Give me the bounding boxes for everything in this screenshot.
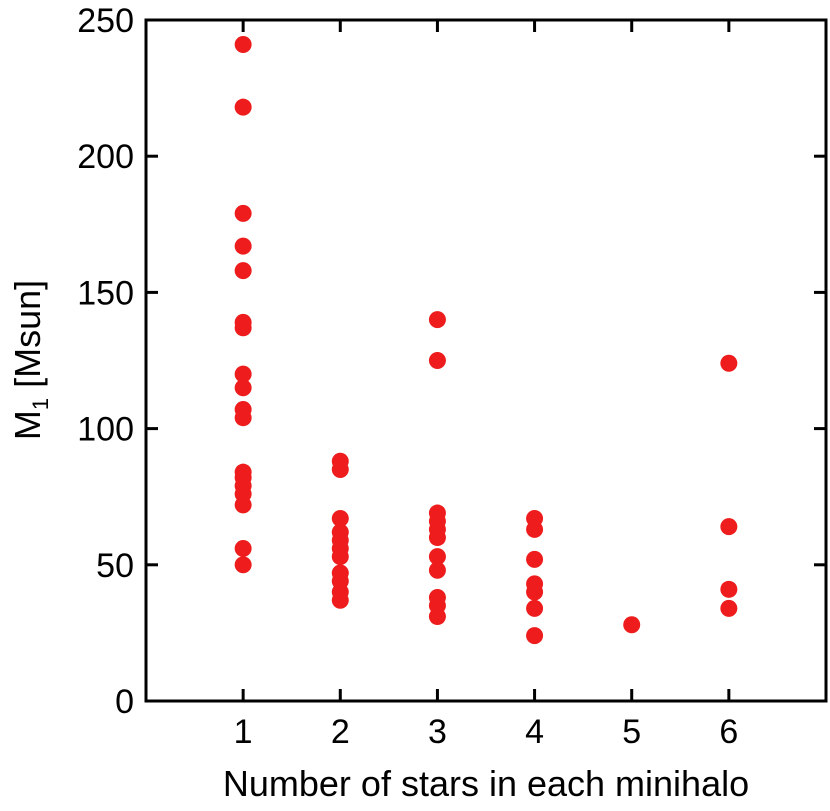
x-axis-ticks: 1 2 3 4 5 6 <box>234 20 738 751</box>
data-point <box>234 409 252 427</box>
data-point <box>526 599 544 617</box>
y-axis-label: M1 [Msun] <box>7 280 53 440</box>
data-point <box>331 591 349 609</box>
data-point <box>331 460 349 478</box>
x-axis-label: Number of stars in each minihalo <box>223 763 749 804</box>
data-point <box>234 36 252 54</box>
data-point <box>331 509 349 527</box>
data-point <box>234 379 252 397</box>
x-tick-label: 3 <box>428 713 447 751</box>
data-point <box>428 561 446 579</box>
x-tick-label: 4 <box>525 713 544 751</box>
y-tick-label: 150 <box>77 274 134 312</box>
data-point <box>234 365 252 383</box>
y-tick-label: 50 <box>96 547 134 585</box>
y-tick-label: 100 <box>77 411 134 449</box>
data-point <box>428 529 446 547</box>
data-point <box>234 98 252 116</box>
y-axis-ticks: 0 50 100 150 200 250 <box>77 2 826 721</box>
data-point <box>428 608 446 626</box>
data-point <box>623 616 641 634</box>
data-point <box>428 548 446 566</box>
data-point <box>428 352 446 369</box>
x-tick-label: 1 <box>234 713 253 751</box>
plot-area <box>144 18 828 703</box>
data-point <box>331 548 349 566</box>
x-tick-label: 5 <box>622 713 641 751</box>
data-point <box>526 627 544 645</box>
y-tick-label: 200 <box>77 138 134 176</box>
data-point <box>234 539 252 557</box>
y-tick-label: 250 <box>77 2 134 40</box>
data-point <box>234 204 252 222</box>
data-point <box>720 518 738 536</box>
data-points <box>234 36 738 645</box>
data-point <box>720 599 738 617</box>
data-point <box>234 319 252 337</box>
data-point <box>234 496 252 514</box>
data-point <box>720 354 738 372</box>
data-point <box>526 550 544 568</box>
data-point <box>526 520 544 538</box>
data-point <box>720 580 738 598</box>
y-axis-label-main: M <box>7 410 48 440</box>
data-point <box>234 262 252 280</box>
y-axis-label-sub: 1 <box>28 398 53 410</box>
data-point <box>428 311 446 329</box>
x-tick-label: 2 <box>331 713 350 751</box>
x-tick-label: 6 <box>719 713 738 751</box>
data-point <box>234 556 252 574</box>
data-point <box>234 237 252 255</box>
y-axis-label-unit: [Msun] <box>7 280 48 398</box>
data-point <box>526 583 544 601</box>
y-tick-label: 0 <box>115 683 134 721</box>
